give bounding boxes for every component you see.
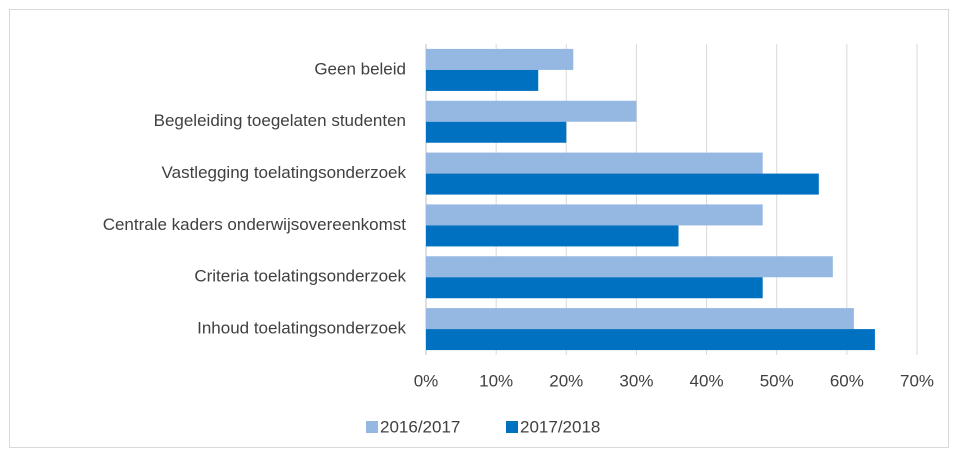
x-tick-label: 20%: [549, 371, 583, 390]
x-tick-label: 70%: [900, 371, 934, 390]
legend-label: 2016/2017: [380, 417, 460, 436]
bar: [426, 152, 763, 174]
bar: [426, 204, 763, 226]
bar: [426, 69, 539, 91]
bar: [426, 121, 567, 143]
x-tick-label: 50%: [760, 371, 794, 390]
x-tick-label: 30%: [619, 371, 653, 390]
bar: [426, 225, 679, 247]
x-tick-label: 40%: [690, 371, 724, 390]
x-tick-label: 0%: [414, 371, 439, 390]
bar: [426, 308, 854, 330]
x-tick-label: 10%: [479, 371, 513, 390]
bar: [426, 100, 637, 122]
legend-swatch: [366, 421, 378, 433]
x-tick-label: 60%: [830, 371, 864, 390]
y-tick-label: Inhoud toelatingsonderzoek: [197, 319, 406, 338]
bar: [426, 48, 574, 70]
bar: [426, 256, 833, 278]
legend-swatch: [506, 421, 518, 433]
y-tick-label: Criteria toelatingsonderzoek: [194, 267, 406, 286]
legend-label: 2017/2018: [520, 417, 600, 436]
bar: [426, 277, 763, 299]
bar: [426, 329, 875, 351]
y-tick-label: Begeleiding toegelaten studenten: [154, 111, 406, 130]
y-tick-label: Geen beleid: [314, 59, 406, 78]
bar: [426, 173, 819, 195]
y-tick-label: Vastlegging toelatingsonderzoek: [162, 163, 407, 182]
y-tick-label: Centrale kaders onderwijsovereenkomst: [103, 215, 407, 234]
